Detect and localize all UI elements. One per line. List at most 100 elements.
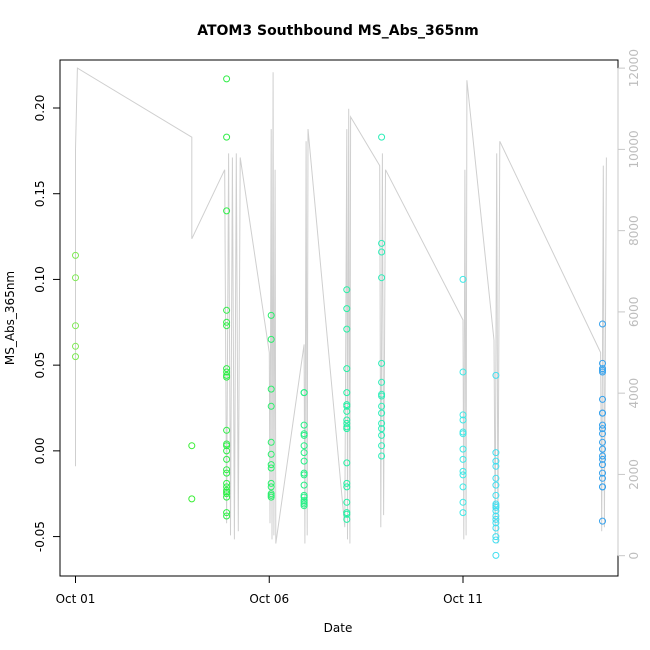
- data-point: [492, 519, 500, 527]
- plot-frame: [59, 59, 619, 577]
- data-point: [343, 365, 351, 373]
- x-tick-label: Oct 01: [56, 592, 96, 606]
- data-point: [378, 431, 386, 439]
- chart-title: ATOM3 Southbound MS_Abs_365nm: [197, 23, 479, 39]
- data-point: [378, 239, 386, 247]
- data-point: [378, 248, 386, 256]
- data-point: [267, 479, 275, 487]
- y-tick-label: -0.05: [33, 521, 47, 552]
- data-point: [223, 493, 231, 501]
- data-point: [492, 551, 500, 559]
- y2-tick-label: 0: [627, 552, 641, 560]
- data-point: [599, 395, 606, 403]
- data-point: [223, 512, 231, 520]
- data-point: [267, 335, 275, 343]
- data-point: [599, 430, 606, 438]
- data-point: [343, 425, 351, 433]
- y-axis-label: MS_Abs_365nm: [3, 271, 17, 365]
- data-point: [459, 275, 467, 283]
- data-point: [492, 449, 500, 457]
- data-point: [72, 274, 79, 282]
- data-point: [343, 479, 351, 487]
- y-tick-label: 0.15: [33, 180, 47, 207]
- data-point: [459, 509, 467, 517]
- data-point: [72, 322, 79, 330]
- y-tick-label: 0.20: [33, 95, 47, 122]
- data-point: [459, 498, 467, 506]
- y2-tick-label: 6000: [627, 297, 641, 328]
- data-point: [459, 483, 467, 491]
- data-point: [492, 507, 500, 515]
- data-point: [599, 469, 606, 477]
- data-point: [343, 305, 351, 313]
- data-point: [459, 430, 467, 438]
- data-point: [378, 409, 386, 417]
- data-point: [492, 533, 500, 541]
- data-point: [599, 320, 606, 328]
- data-point: [599, 455, 606, 463]
- data-point: [378, 442, 386, 450]
- data-point: [72, 342, 79, 350]
- data-point: [492, 474, 500, 482]
- data-point: [459, 411, 467, 419]
- data-point: [343, 325, 351, 333]
- data-point: [267, 461, 275, 469]
- data-point: [599, 445, 606, 453]
- data-point: [492, 481, 500, 489]
- data-point: [300, 449, 308, 457]
- data-point: [343, 515, 351, 523]
- data-point: [223, 318, 231, 326]
- data-point: [72, 353, 79, 361]
- data-point: [599, 421, 606, 429]
- data-point: [223, 75, 231, 83]
- y2-axis: 0 2000 4000 6000 8000 10000 12000: [617, 49, 641, 560]
- y2-tick-label: 8000: [627, 215, 641, 246]
- data-point: [492, 371, 500, 379]
- data-point: [599, 474, 606, 482]
- data-point: [378, 425, 386, 433]
- data-point: [223, 306, 231, 314]
- data-point: [599, 483, 606, 491]
- data-point: [300, 457, 308, 465]
- data-point: [223, 455, 231, 463]
- data-point: [267, 402, 275, 410]
- data-point: [223, 373, 231, 381]
- data-point: [223, 365, 231, 373]
- data-point: [188, 442, 196, 450]
- y-tick-label: 0.00: [33, 437, 47, 464]
- data-point: [599, 461, 606, 469]
- data-point: [223, 447, 231, 455]
- data-point: [492, 512, 500, 520]
- data-point: [267, 483, 275, 491]
- data-point: [267, 385, 275, 393]
- data-point: [459, 368, 467, 376]
- y-tick-label: 0.10: [33, 266, 47, 293]
- x-axis-label: Date: [324, 621, 353, 635]
- data-point: [223, 509, 231, 517]
- data-point: [300, 431, 308, 439]
- data-point: [492, 524, 500, 532]
- data-point: [343, 498, 351, 506]
- data-point: [223, 426, 231, 434]
- data-point: [378, 452, 386, 460]
- data-point: [343, 402, 351, 410]
- data-point: [459, 416, 467, 424]
- y2-tick-label: 2000: [627, 459, 641, 490]
- x-tick-label: Oct 06: [249, 592, 289, 606]
- data-point: [599, 452, 606, 460]
- data-point: [599, 438, 606, 446]
- data-point: [378, 392, 386, 400]
- data-point: [343, 510, 351, 518]
- data-point: [223, 490, 231, 498]
- data-point: [223, 466, 231, 474]
- data-point: [343, 419, 351, 427]
- data-point: [300, 389, 308, 397]
- data-point: [72, 251, 79, 259]
- data-point: [459, 471, 467, 479]
- data-point: [223, 133, 231, 141]
- data-point: [223, 479, 231, 487]
- data-point: [492, 503, 500, 511]
- data-point: [343, 483, 351, 491]
- y-tick-label: 0.05: [33, 352, 47, 379]
- data-point: [267, 450, 275, 458]
